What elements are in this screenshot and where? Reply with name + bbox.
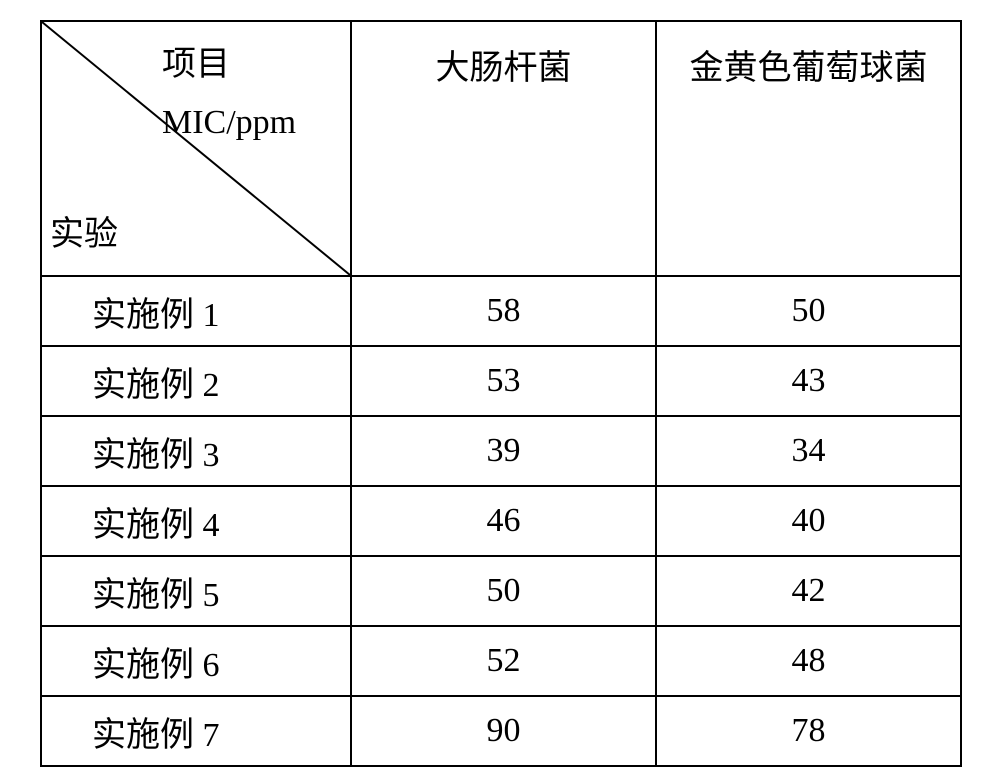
table-row: 实施例 5 50 42 bbox=[41, 556, 961, 626]
table-row: 实施例 2 53 43 bbox=[41, 346, 961, 416]
cell-saureus: 48 bbox=[656, 626, 961, 696]
table-header-row: 项目 MIC/ppm 实验 大肠杆菌 金黄色葡萄球菌 bbox=[41, 21, 961, 276]
column-header-saureus: 金黄色葡萄球菌 bbox=[656, 21, 961, 276]
table-row: 实施例 3 39 34 bbox=[41, 416, 961, 486]
row-label: 实施例 6 bbox=[41, 626, 351, 696]
row-label: 实施例 3 bbox=[41, 416, 351, 486]
table-body: 实施例 1 58 50 实施例 2 53 43 实施例 3 39 34 实施例 … bbox=[41, 276, 961, 766]
column-header-ecoli: 大肠杆菌 bbox=[351, 21, 656, 276]
mic-table: 项目 MIC/ppm 实验 大肠杆菌 金黄色葡萄球菌 实施例 1 58 50 实… bbox=[40, 20, 962, 767]
table-row: 实施例 1 58 50 bbox=[41, 276, 961, 346]
row-label: 实施例 2 bbox=[41, 346, 351, 416]
header-top-line1: 项目 bbox=[162, 46, 230, 83]
cell-ecoli: 39 bbox=[351, 416, 656, 486]
cell-saureus: 42 bbox=[656, 556, 961, 626]
row-label: 实施例 7 bbox=[41, 696, 351, 766]
cell-ecoli: 50 bbox=[351, 556, 656, 626]
cell-saureus: 50 bbox=[656, 276, 961, 346]
header-top-line2: MIC/ppm bbox=[162, 104, 296, 141]
cell-saureus: 40 bbox=[656, 486, 961, 556]
table-row: 实施例 6 52 48 bbox=[41, 626, 961, 696]
row-label: 实施例 1 bbox=[41, 276, 351, 346]
row-label: 实施例 5 bbox=[41, 556, 351, 626]
table-row: 实施例 4 46 40 bbox=[41, 486, 961, 556]
table-row: 实施例 7 90 78 bbox=[41, 696, 961, 766]
cell-ecoli: 58 bbox=[351, 276, 656, 346]
cell-ecoli: 53 bbox=[351, 346, 656, 416]
cell-ecoli: 90 bbox=[351, 696, 656, 766]
cell-ecoli: 52 bbox=[351, 626, 656, 696]
cell-saureus: 34 bbox=[656, 416, 961, 486]
row-label: 实施例 4 bbox=[41, 486, 351, 556]
cell-saureus: 43 bbox=[656, 346, 961, 416]
cell-ecoli: 46 bbox=[351, 486, 656, 556]
diagonal-header-cell: 项目 MIC/ppm 实验 bbox=[41, 21, 351, 276]
cell-saureus: 78 bbox=[656, 696, 961, 766]
diagonal-top-label: 项目 MIC/ppm bbox=[162, 36, 350, 152]
diagonal-bottom-label: 实验 bbox=[50, 206, 118, 255]
